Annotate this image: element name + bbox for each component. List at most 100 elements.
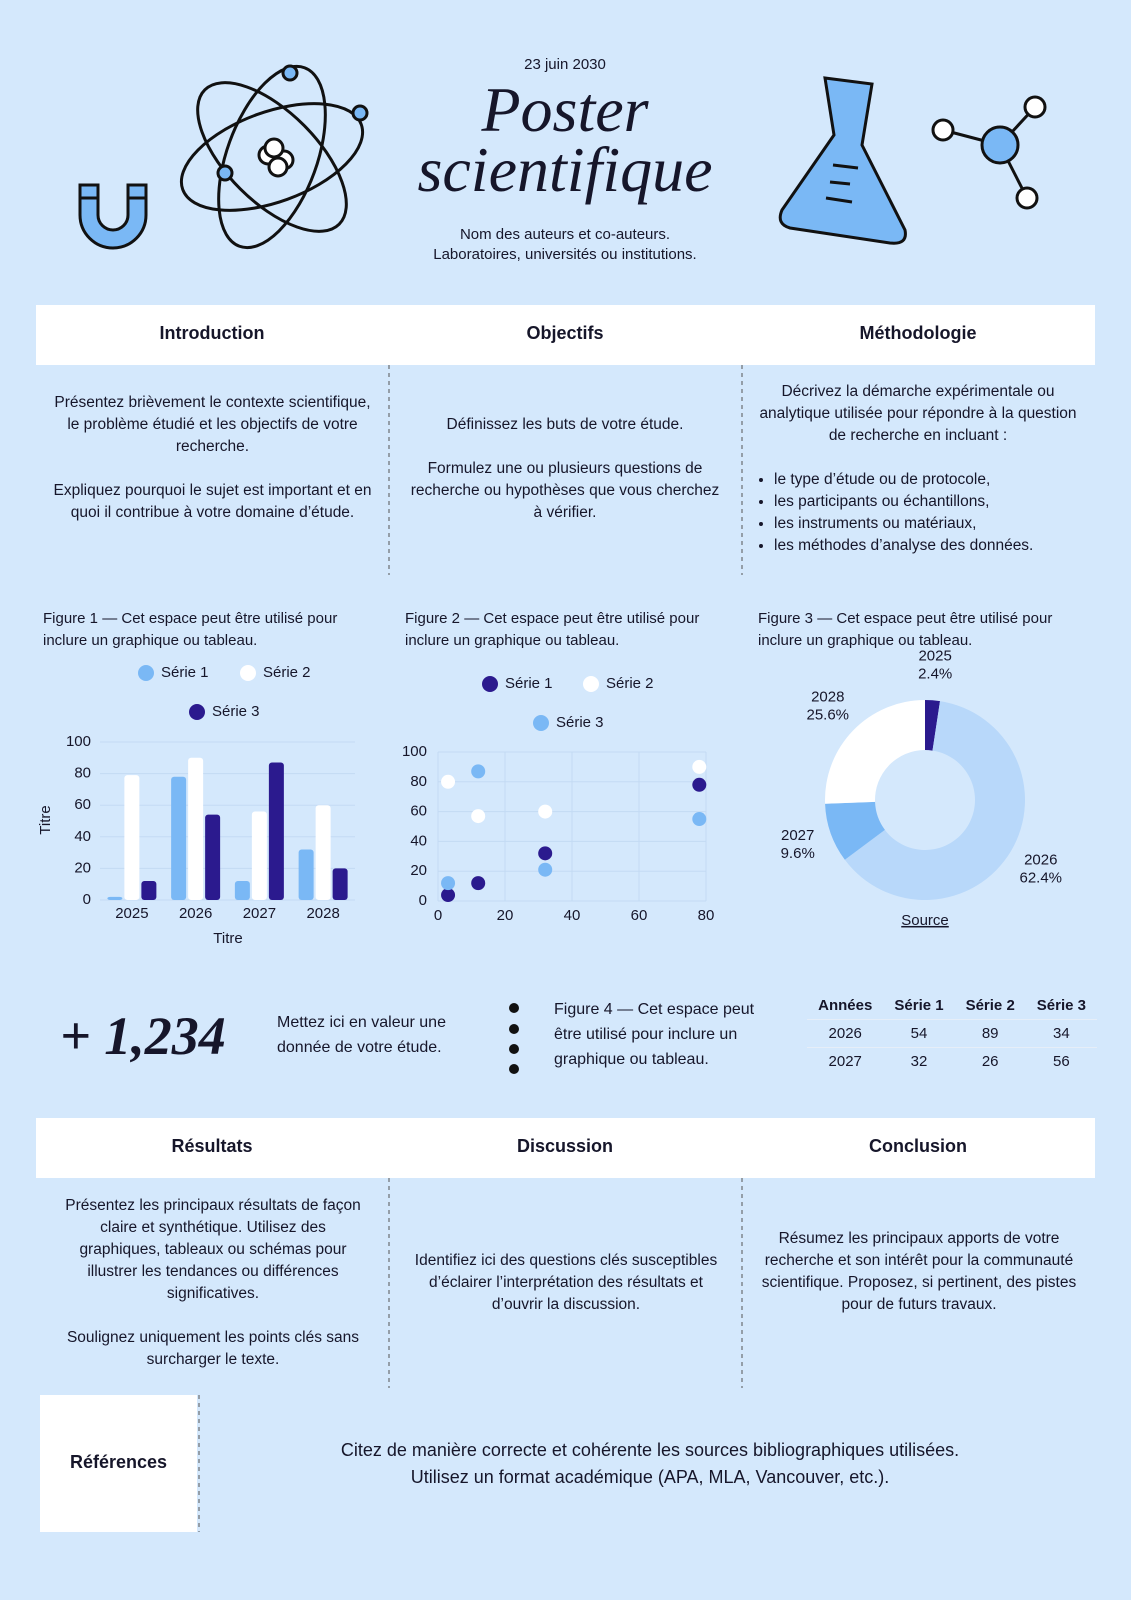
atom-icon xyxy=(179,64,369,250)
table-cell: 2027 xyxy=(807,1047,884,1075)
slice-value-label: 25.6% xyxy=(806,706,849,723)
y-tick-label: 0 xyxy=(83,891,91,908)
molecule-icon xyxy=(931,95,1047,210)
scatter-point xyxy=(692,759,707,774)
legend-label: Série 1 xyxy=(505,675,553,692)
table-row: 2027 32 26 56 xyxy=(807,1047,1097,1075)
bar xyxy=(251,811,267,900)
legend-swatch xyxy=(533,715,549,731)
slice-category: 2027 xyxy=(781,827,814,844)
section-text: Décrivez la démarche expérimentale ou an… xyxy=(758,381,1078,557)
table-cell: 54 xyxy=(883,1019,955,1048)
table-cell: 2026 xyxy=(807,1019,884,1048)
scatter-point xyxy=(441,876,456,891)
references-box xyxy=(40,1395,197,1532)
legend-label: Série 2 xyxy=(263,664,311,681)
list-item: les instruments ou matériaux, xyxy=(774,513,1078,535)
y-tick-label: 100 xyxy=(402,743,427,760)
list-item: les participants ou échantillons, xyxy=(774,491,1078,513)
scatter-point xyxy=(692,777,707,792)
figure-caption: Figure 1 — Cet espace peut être utilisé … xyxy=(43,610,338,649)
section-heading: Méthodologie xyxy=(859,323,977,343)
x-axis-title: Titre xyxy=(213,930,242,947)
legend-swatch xyxy=(138,665,154,681)
scatter-point xyxy=(471,764,486,779)
date: 23 juin 2030 xyxy=(524,56,606,73)
separators xyxy=(198,365,743,1532)
table-row: 2026 54 89 34 xyxy=(807,1019,1097,1048)
section-text: Présentez les principaux résultats de fa… xyxy=(58,1195,368,1393)
paragraph: Présentez brièvement le contexte scienti… xyxy=(54,394,371,455)
legend-swatch xyxy=(189,704,205,720)
table-cell: 26 xyxy=(954,1047,1026,1075)
y-tick-label: 20 xyxy=(410,862,427,879)
legend-swatch xyxy=(240,665,256,681)
donut-slice xyxy=(824,700,925,804)
paragraph: Soulignez uniquement les points clés san… xyxy=(66,1329,360,1368)
legend-swatch xyxy=(482,676,498,692)
section-heading: Introduction xyxy=(159,323,265,343)
bar xyxy=(107,896,123,900)
method-list: le type d’étude ou de protocole, les par… xyxy=(758,469,1078,557)
table-cell: 56 xyxy=(1025,1047,1097,1075)
scatter-point xyxy=(538,846,553,861)
bar xyxy=(315,805,331,900)
title-line: Poster xyxy=(481,74,649,145)
table-header-cell: Série 2 xyxy=(965,997,1015,1014)
y-tick-label: 40 xyxy=(74,828,91,845)
figure-caption: Figure 2 — Cet espace peut être utilisé … xyxy=(405,610,700,649)
list-item: les méthodes d’analyse des données. xyxy=(774,535,1078,557)
scatter-point xyxy=(538,862,553,877)
flask-icon xyxy=(778,76,907,245)
y-tick-label: 20 xyxy=(74,859,91,876)
section-heading: Conclusion xyxy=(869,1136,967,1156)
source-link[interactable]: Source xyxy=(901,912,949,929)
bar xyxy=(141,881,157,900)
donut-slice xyxy=(925,700,941,751)
paragraph: Résumez les principaux apports de votre … xyxy=(761,1230,1077,1313)
magnet-icon xyxy=(78,183,148,250)
title: Poster scientifique xyxy=(365,74,765,202)
references-heading: Références xyxy=(69,1452,168,1472)
paragraph: Formulez une ou plusieurs questions de r… xyxy=(410,460,720,521)
legend-label: Série 2 xyxy=(606,675,654,692)
x-tick-label: 2025 xyxy=(115,905,148,922)
donut-slice xyxy=(825,801,885,860)
legend-swatch xyxy=(583,676,599,692)
x-tick-label: 2026 xyxy=(179,905,212,922)
scatter-point xyxy=(441,774,456,789)
section-text: Présentez brièvement le contexte scienti… xyxy=(50,392,375,546)
legend-label: Série 3 xyxy=(556,714,604,731)
slice-value-label: 62.4% xyxy=(1019,869,1062,886)
scatter-point xyxy=(538,804,553,819)
section-heading: Objectifs xyxy=(526,323,604,343)
section-text: Définissez les buts de votre étude. Form… xyxy=(405,414,725,546)
figure-caption: Figure 3 — Cet espace peut être utilisé … xyxy=(758,610,1053,649)
donut-slice xyxy=(844,701,1025,900)
paragraph: Présentez les principaux résultats de fa… xyxy=(65,1197,361,1302)
x-tick-label: 2027 xyxy=(243,905,276,922)
bullet-dots xyxy=(509,1003,519,1074)
scatter-point xyxy=(441,888,456,903)
x-tick-label: 80 xyxy=(698,907,715,924)
paragraph: Expliquez pourquoi le sujet est importan… xyxy=(53,482,372,521)
y-tick-label: 0 xyxy=(419,892,427,909)
slice-value-label: 9.6% xyxy=(781,845,815,862)
legend-label: Série 1 xyxy=(161,664,209,681)
scatter-point xyxy=(471,876,486,891)
highlight-text: Mettez ici en valeur une donnée de votre… xyxy=(277,1014,446,1056)
table-cell: 32 xyxy=(883,1047,955,1075)
list-item: le type d’étude ou de protocole, xyxy=(774,469,1078,491)
x-tick-label: 2028 xyxy=(306,905,339,922)
bar xyxy=(124,775,140,900)
references-line: Citez de manière correcte et cohérente l… xyxy=(340,1440,960,1460)
x-tick-label: 0 xyxy=(434,907,442,924)
y-axis-title: Titre xyxy=(37,805,54,834)
bar xyxy=(298,849,314,900)
section-text: Identifiez ici des questions clés suscep… xyxy=(410,1250,722,1338)
bar xyxy=(268,762,284,900)
table-cell: 34 xyxy=(1025,1019,1097,1048)
highlight-number: + 1,234 xyxy=(60,1006,226,1066)
